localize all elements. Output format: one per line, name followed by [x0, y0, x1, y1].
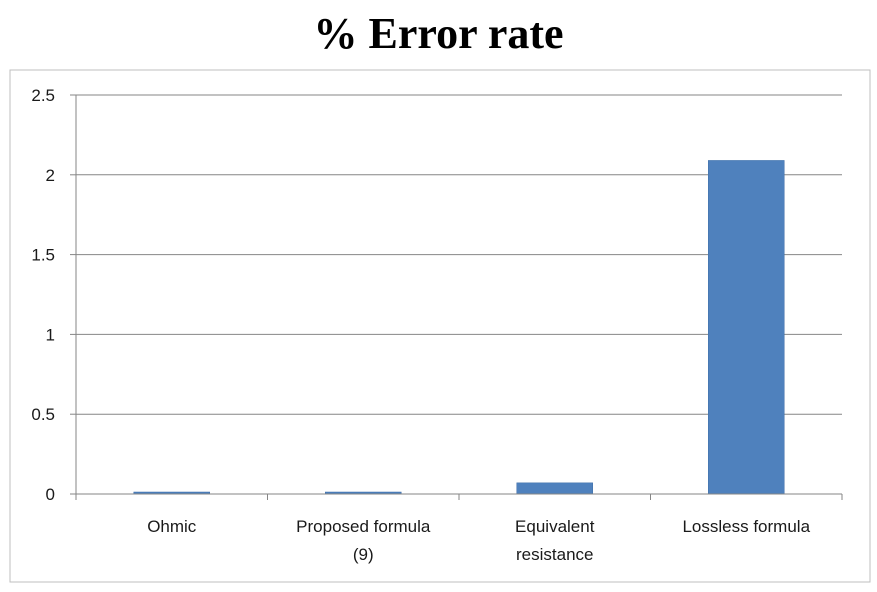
axes: [75, 95, 843, 500]
bar-3: [708, 160, 785, 495]
x-category-label: Ohmic: [147, 517, 197, 536]
y-tick-label: 1: [46, 325, 55, 344]
x-category-label: Equivalent resistance: [515, 517, 595, 564]
bar-2: [516, 482, 593, 495]
y-tick-label: 1.5: [31, 246, 55, 265]
x-category-label: Proposed formula (9): [296, 517, 431, 564]
y-tick-label: 0: [46, 485, 55, 504]
x-category-labels: Ohmic Proposed formula (9) Equivalent resist…: [147, 517, 810, 564]
y-tick-label: 2.5: [31, 86, 55, 105]
chart-title: % Error rate: [313, 9, 564, 58]
y-tick-label: 0.5: [31, 405, 55, 424]
bars: [133, 160, 785, 495]
y-tick-labels: 0 0.5 1 1.5 2 2.5: [31, 86, 76, 504]
y-tick-label: 2: [46, 166, 55, 185]
x-category-label: Lossless formula: [682, 517, 810, 536]
